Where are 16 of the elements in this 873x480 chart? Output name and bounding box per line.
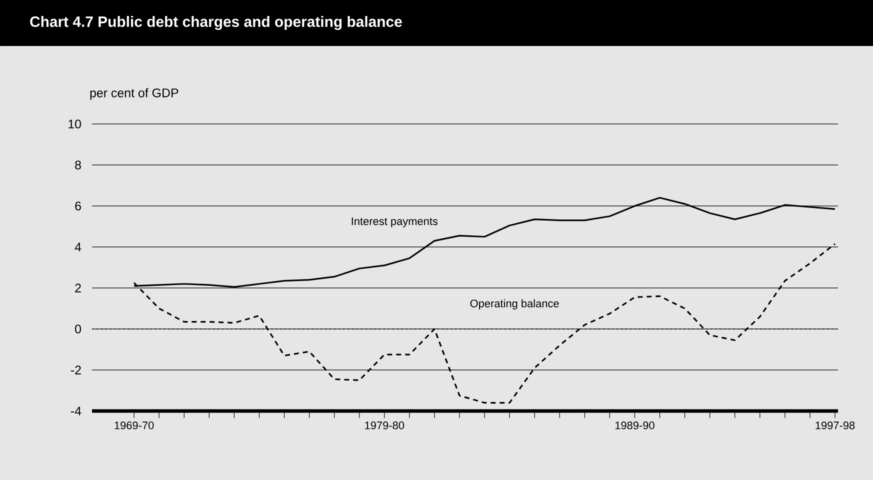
y-tick-label: -4 [70,406,82,416]
y-tick-label: 4 [74,242,82,252]
y-tick-label: 10 [68,120,81,128]
y-tick-label: 0 [75,324,81,334]
y-tick-label: 8 [75,160,81,170]
y-tick-label: 6 [75,202,81,210]
x-tick-label: 1969-70 [114,422,154,430]
x-tick-label: 1997-98 [816,422,855,430]
y-axis-title: per cent of GDP [90,88,178,100]
x-tick-label: 1989-90 [615,422,654,430]
y-tick-label: 2 [75,284,81,292]
y-tick-label: -2 [70,366,81,374]
text: Operating balance [470,299,559,310]
series-label: Interest payments [352,217,438,228]
x-tick-label: 1979-80 [365,422,404,430]
chart-title: Chart 4.7 Public debt charges and operating balance [30,16,402,30]
